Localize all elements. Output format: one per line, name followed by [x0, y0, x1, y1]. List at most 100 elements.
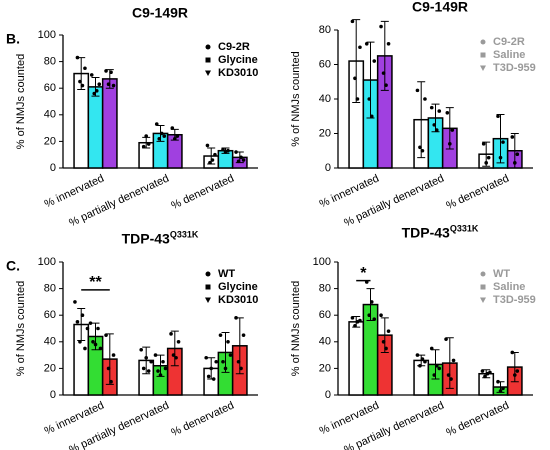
data-point [98, 346, 103, 351]
data-point [234, 150, 238, 154]
data-point [367, 313, 372, 318]
legend-marker [480, 297, 486, 303]
data-point [218, 333, 223, 337]
data-point [432, 123, 437, 127]
y-tick-label: 80 [319, 283, 331, 295]
error-bar [142, 346, 151, 375]
data-point [156, 369, 160, 373]
data-point [146, 369, 151, 373]
legend-marker [205, 57, 211, 63]
y-tick-label: 60 [319, 58, 331, 70]
data-point [423, 97, 427, 101]
data-point [111, 353, 116, 357]
data-point [434, 128, 439, 132]
data-point [241, 333, 246, 337]
legend-label: WT [218, 268, 235, 280]
legend-marker [205, 284, 211, 290]
data-point [515, 369, 520, 373]
data-point [109, 379, 113, 384]
data-point [146, 142, 151, 146]
data-point [498, 389, 503, 393]
bar [87, 86, 104, 169]
data-point [214, 359, 218, 364]
data-point [144, 355, 148, 360]
legend-label: T3D-959 [493, 294, 536, 306]
data-point [89, 73, 94, 77]
data-point [350, 316, 355, 320]
data-point [372, 59, 377, 63]
data-point [451, 358, 456, 363]
legend-marker [480, 65, 486, 71]
y-axis-label: % of NMJs counted [290, 281, 302, 376]
title-superscript: Q331K [450, 223, 479, 233]
chart-title: C9-149R [412, 0, 468, 15]
data-point [210, 158, 215, 162]
data-point [209, 366, 213, 371]
data-point [226, 148, 230, 153]
data-point [75, 55, 80, 60]
y-tick-label: 40 [44, 109, 56, 121]
data-point [423, 359, 427, 364]
data-point [158, 373, 163, 377]
error-bar [170, 330, 179, 367]
data-point [381, 340, 386, 344]
data-point [239, 155, 243, 160]
data-point [109, 70, 113, 75]
data-point [415, 353, 420, 357]
data-point [221, 147, 225, 152]
data-point [369, 114, 374, 119]
data-point [386, 329, 391, 333]
error-bar [352, 19, 361, 103]
data-point [353, 76, 357, 81]
data-point [510, 135, 515, 139]
y-tick-label: 60 [44, 309, 56, 321]
legend-marker [205, 44, 211, 50]
data-point [174, 355, 178, 360]
data-point [510, 350, 515, 355]
data-point [83, 66, 87, 71]
data-point [162, 134, 167, 138]
data-point [226, 340, 230, 344]
x-tick-label: % denervated [169, 399, 236, 439]
y-tick-label: 20 [319, 362, 331, 374]
data-point [208, 160, 212, 165]
data-point [481, 142, 486, 146]
y-tick-label: 100 [313, 256, 331, 268]
data-point [241, 158, 246, 162]
data-point [173, 136, 177, 141]
legend-label: KD3010 [218, 294, 258, 306]
legend-label: Saline [493, 281, 525, 293]
data-point [358, 318, 362, 323]
data-point [153, 353, 158, 357]
panel-label: C. [6, 258, 20, 274]
data-point [445, 111, 450, 115]
data-point [211, 377, 216, 381]
data-point [204, 355, 208, 360]
data-point [236, 159, 241, 164]
data-point [418, 145, 422, 150]
y-axis-label: % of NMJs counted [15, 281, 27, 376]
x-tick-label: % denervated [444, 399, 511, 439]
error-bar [221, 331, 230, 373]
y-tick-label: 40 [319, 93, 331, 105]
data-point [93, 342, 98, 347]
data-point [381, 71, 386, 75]
y-tick-label: 40 [319, 336, 331, 348]
legend-marker [480, 52, 486, 58]
data-point [239, 366, 243, 371]
data-point [488, 370, 492, 375]
legend-marker [205, 297, 211, 303]
data-point [161, 359, 165, 364]
data-point [213, 152, 217, 157]
data-point [234, 316, 238, 320]
data-point [80, 313, 85, 318]
legend-label: Glycine [218, 54, 258, 66]
data-point [420, 357, 425, 361]
y-tick-label: 40 [44, 336, 56, 348]
data-point [446, 373, 451, 377]
data-point [223, 366, 228, 371]
data-point [149, 359, 153, 364]
y-tick-label: 20 [319, 127, 331, 139]
data-point [429, 346, 434, 351]
y-tick-label: 0 [50, 162, 56, 174]
